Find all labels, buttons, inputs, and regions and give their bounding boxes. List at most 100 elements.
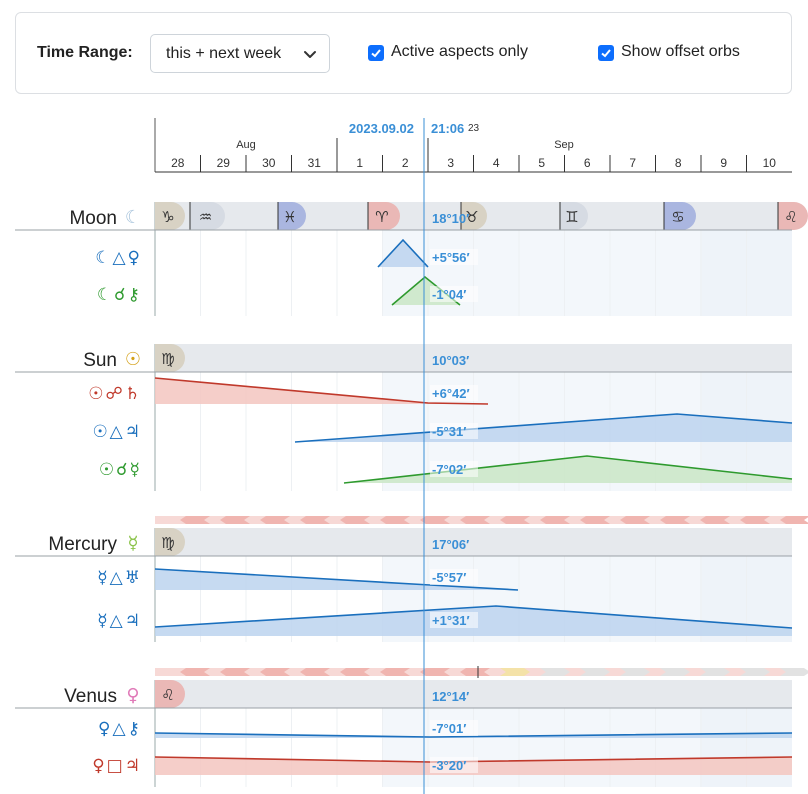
- motion-arrow: [300, 516, 330, 524]
- day-label: 29: [217, 156, 231, 170]
- aspect-orb-value: +5°56′: [432, 250, 470, 265]
- sign-marker[interactable]: ♉: [460, 202, 487, 230]
- motion-arrow: [260, 668, 290, 676]
- motion-arrow: [580, 516, 610, 524]
- sign-band: [155, 680, 792, 708]
- orb-label-bg: [430, 612, 478, 628]
- day-label: 9: [720, 156, 727, 170]
- orb-label-bg: [430, 286, 478, 302]
- checkbox-checked-icon[interactable]: [368, 45, 384, 61]
- planet-glyph-icon: ♀: [126, 685, 139, 706]
- motion-arrow: [620, 516, 650, 524]
- motion-arrow: [540, 516, 570, 524]
- aspect-orb-line: [154, 377, 489, 405]
- sign-marker[interactable]: ♈: [367, 202, 400, 230]
- sign-marker[interactable]: ♍: [155, 344, 185, 372]
- sign-marker[interactable]: ♓: [277, 202, 306, 230]
- motion-arrow: [500, 516, 530, 524]
- aspect-row[interactable]: ♀□♃ -3°20′: [92, 756, 793, 776]
- planet-position: 10°03′: [432, 353, 469, 368]
- current-time: 21:06: [431, 121, 464, 136]
- orb-label-bg: [430, 385, 478, 401]
- motion-arrow: [700, 668, 730, 676]
- motion-arrow: [580, 668, 610, 676]
- sign-pill: [155, 344, 185, 372]
- aspect-orb-area: [155, 569, 518, 590]
- aspect-row[interactable]: ☉△♃ -5°31′: [92, 413, 793, 443]
- aspect-glyphs-icon: ☾△♀: [95, 248, 142, 268]
- aspect-row[interactable]: ♀△⚷ -7°01′: [98, 719, 793, 739]
- sign-marker[interactable]: ♌: [155, 680, 185, 708]
- time-range-select[interactable]: this + next week: [150, 34, 330, 73]
- sign-pill: [664, 202, 696, 230]
- sign-pill: [155, 202, 185, 230]
- day-label: 1: [356, 156, 363, 170]
- planet-glyph-icon: ☾: [125, 207, 141, 228]
- motion-arrow: [340, 516, 370, 524]
- orb-label-bg: [430, 423, 478, 439]
- motion-arrow: [420, 516, 450, 524]
- aspect-orb-value: -5°57′: [432, 570, 466, 585]
- motion-arrow: [660, 516, 690, 524]
- aspect-glyphs-icon: ☉☍♄: [88, 384, 142, 404]
- aspect-row[interactable]: ☉☍♄ +6°42′: [88, 377, 489, 405]
- zodiac-sign-icon: ♒: [199, 208, 212, 226]
- planet-glyph-icon: ☿: [127, 533, 138, 554]
- motion-arrow: [420, 668, 450, 676]
- day-label: 31: [308, 156, 322, 170]
- aspect-orb-area: [155, 733, 792, 738]
- aspect-row[interactable]: ☿△♅ -5°57′: [97, 568, 519, 591]
- zodiac-sign-icon: ♌: [784, 208, 797, 226]
- motion-arrow: [700, 516, 730, 524]
- checkbox-checked-icon[interactable]: [598, 45, 614, 61]
- sign-pill: [560, 202, 588, 230]
- time-range-value: this + next week: [166, 45, 282, 62]
- planet-section-mercury: ♍ Mercury ☿ 17°06′ ☿△♅ -5°57′ ☿△♃ +1°31′: [15, 516, 808, 642]
- offset-orbs-label: Show offset orbs: [621, 43, 740, 60]
- day-label: 28: [171, 156, 185, 170]
- zodiac-sign-icon: ♑: [161, 208, 174, 226]
- orb-label-bg: [430, 720, 478, 736]
- sign-pill: [778, 202, 808, 230]
- aspect-row[interactable]: ☾△♀ +5°56′: [95, 238, 478, 268]
- aspect-orb-area: [155, 378, 488, 404]
- aspect-orb-value: -7°02′: [432, 462, 466, 477]
- aspect-row[interactable]: ☉☌☿ -7°02′: [99, 455, 793, 484]
- motion-arrow: [180, 668, 210, 676]
- motion-arrow: [460, 516, 490, 524]
- aspect-orb-line: [154, 605, 793, 629]
- sign-marker[interactable]: ♌: [777, 202, 808, 230]
- motion-arrow: [380, 516, 410, 524]
- sign-marker[interactable]: ♊: [559, 202, 588, 230]
- motion-arrow: [780, 516, 808, 524]
- aspect-orb-area: [295, 414, 792, 442]
- day-label: 10: [763, 156, 777, 170]
- motion-arrow: [740, 668, 770, 676]
- planet-position: 12°14′: [432, 689, 469, 704]
- motion-arrow: [300, 668, 330, 676]
- sign-marker[interactable]: ♑: [155, 202, 185, 230]
- aspect-orb-value: +1°31′: [432, 613, 470, 628]
- sign-marker[interactable]: ♋: [663, 202, 696, 230]
- zodiac-sign-icon: ♋: [671, 208, 684, 226]
- aspect-orb-line: [294, 413, 793, 443]
- aspect-glyphs-icon: ☿△♅: [97, 568, 142, 588]
- orb-label-bg: [430, 569, 478, 585]
- motion-arrow: [220, 516, 250, 524]
- motion-arrow: [620, 668, 650, 676]
- day-label: 30: [262, 156, 276, 170]
- aspect-orb-value: -1°04′: [432, 287, 466, 302]
- aspect-row[interactable]: ☿△♃ +1°31′: [97, 605, 793, 636]
- motion-arrow: [780, 668, 808, 676]
- aspect-glyphs-icon: ♀□♃: [92, 756, 142, 776]
- sign-band: [155, 528, 792, 556]
- aspect-orb-value: -5°31′: [432, 424, 466, 439]
- motion-arrow: [340, 668, 370, 676]
- planet-name: Sun: [83, 350, 117, 371]
- sign-marker[interactable]: ♒: [189, 202, 225, 230]
- aspect-row[interactable]: ☾☌⚷ -1°04′: [97, 275, 478, 306]
- aspect-orb-line: [343, 455, 793, 484]
- sign-pill: [278, 202, 306, 230]
- sign-marker[interactable]: ♍: [155, 528, 185, 556]
